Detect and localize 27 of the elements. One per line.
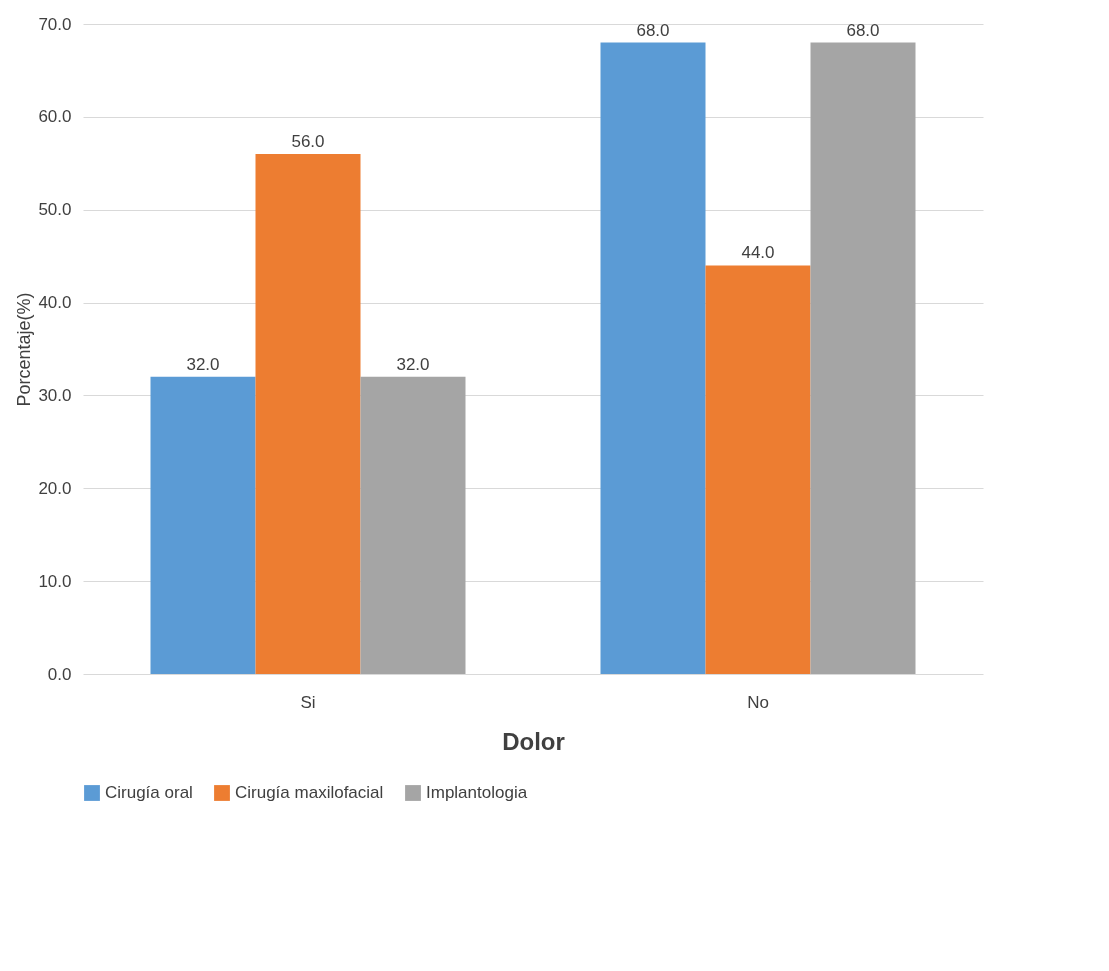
y-tick-label: 40.0: [38, 293, 72, 313]
data-label: 32.0: [396, 354, 430, 374]
y-tick-label: 10.0: [38, 571, 72, 591]
bar: [255, 154, 361, 674]
y-tick-label: 50.0: [38, 200, 72, 220]
x-tick-label: No: [747, 692, 769, 712]
data-label: 56.0: [291, 132, 325, 151]
y-axis-title: Porcentaje(%): [14, 292, 35, 407]
bar: [705, 265, 811, 674]
y-tick-label: 0.0: [47, 664, 72, 684]
legend-label: Implantologia: [426, 783, 528, 802]
legend-label: Cirugía maxilofacial: [235, 783, 384, 802]
x-axis-title: Dolor: [502, 727, 565, 755]
bar: [360, 376, 466, 674]
x-tick-label: Si: [300, 692, 316, 712]
legend-label: Cirugía oral: [105, 783, 193, 802]
y-tick-label: 30.0: [38, 385, 72, 405]
bar: [600, 42, 706, 674]
bar: [150, 376, 256, 674]
y-tick-label: 20.0: [38, 478, 72, 498]
data-label: 68.0: [846, 20, 880, 40]
data-label: 32.0: [186, 354, 220, 374]
y-tick-label: 70.0: [38, 14, 72, 34]
data-label: 44.0: [741, 243, 775, 263]
bar: [810, 42, 916, 674]
y-tick-label: 60.0: [38, 107, 72, 127]
data-label: 68.0: [636, 20, 670, 40]
